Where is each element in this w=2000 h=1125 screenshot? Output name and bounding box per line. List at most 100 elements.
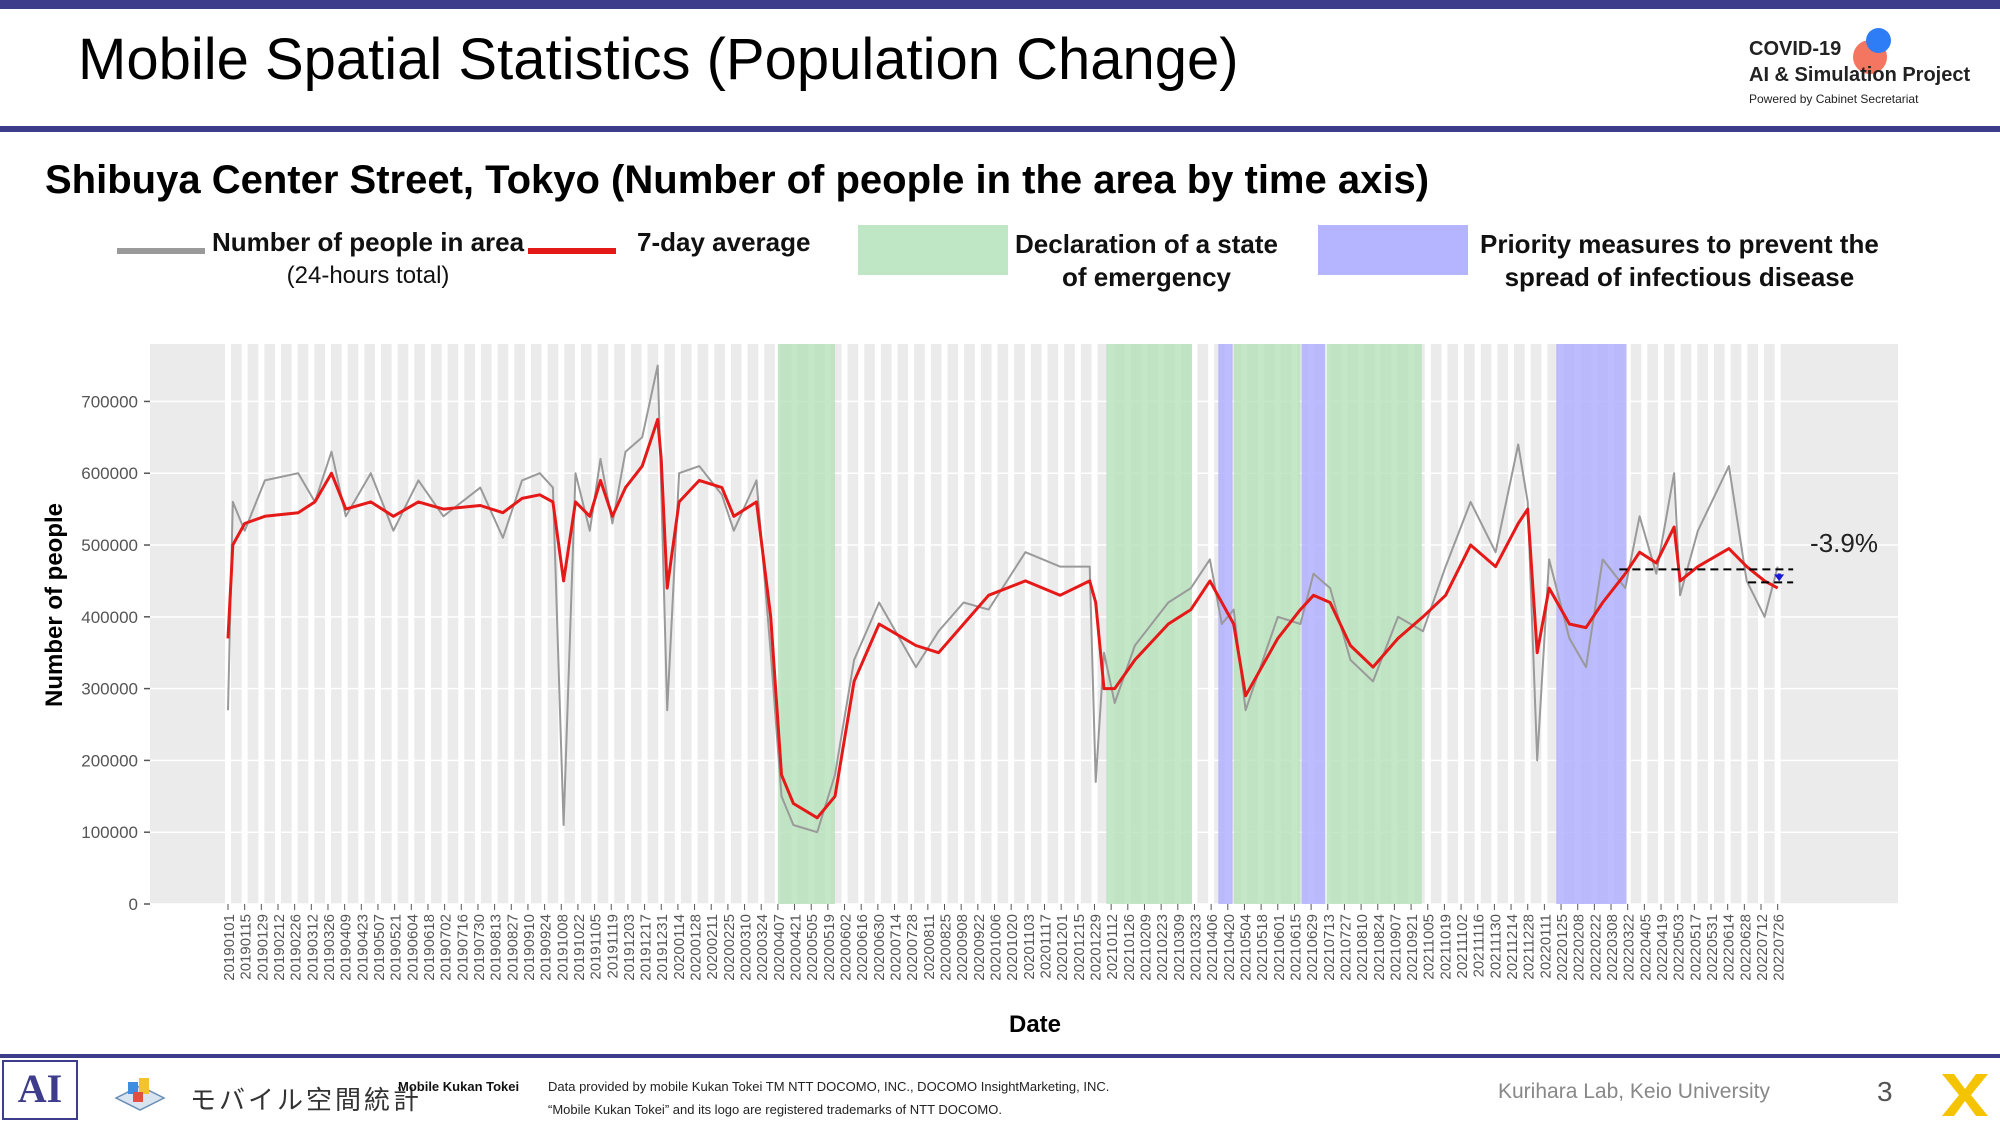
- x-tick-label-58: 20210323: [1187, 914, 1204, 981]
- data-credit-line2: “Mobile Kukan Tokei” and its logo are re…: [548, 1102, 1002, 1117]
- x-tick-label-92: 20220712: [1754, 914, 1771, 981]
- x-tick-label-28: 20200128: [688, 914, 705, 981]
- x-tick-label-77: 20211214: [1504, 914, 1521, 980]
- x-tick-label-45: 20200922: [971, 914, 988, 981]
- x-tick-label-44: 20200908: [954, 914, 971, 981]
- x-tick-label-88: 20220517: [1687, 914, 1704, 981]
- x-tick-label-43: 20200825: [938, 914, 955, 981]
- series-lines: [226, 364, 1779, 834]
- logo-line1: COVID-19: [1749, 38, 1842, 60]
- covid-project-logo: COVID-19 AI & Simulation Project Powered…: [1745, 28, 1985, 112]
- x-tick-label-85: 20220405: [1637, 914, 1654, 981]
- x-tick-label-72: 20211005: [1421, 914, 1438, 980]
- x-tick-label-61: 20210504: [1237, 914, 1254, 981]
- legend-priority-swatch: [1318, 225, 1468, 275]
- x-tick-label-9: 20190507: [371, 914, 388, 981]
- x-tick-label-13: 20190702: [438, 914, 455, 981]
- x-tick-label-76: 20211130: [1487, 914, 1504, 979]
- x-tick-label-4: 20190226: [288, 914, 305, 981]
- x-tick-label-3: 20190212: [271, 914, 288, 981]
- x-tick-label-65: 20210629: [1304, 914, 1321, 981]
- x-tick-label-60: 20210420: [1221, 914, 1238, 981]
- comparison-arrowhead: [1774, 574, 1785, 582]
- x-tick-label-34: 20200421: [788, 914, 805, 981]
- x-tick-label-73: 20211019: [1437, 914, 1454, 980]
- x-tick-label-48: 20201103: [1021, 914, 1038, 980]
- x-tick-label-80: 20220125: [1554, 914, 1571, 981]
- series-line-1: [227, 364, 1779, 834]
- x-tick-label-82: 20220222: [1587, 914, 1604, 981]
- series-line-0: [226, 417, 1779, 820]
- x-tick-label-81: 20220208: [1571, 914, 1588, 981]
- priority-band-0: [1218, 344, 1233, 904]
- legend-avg-label: 7-day average: [637, 227, 811, 257]
- x-tick-label-75: 20211116: [1471, 914, 1488, 977]
- x-tick-label-62: 20210518: [1254, 914, 1271, 981]
- x-tick-label-37: 20200602: [838, 914, 855, 981]
- x-tick-label-46: 20201006: [988, 914, 1005, 981]
- x-tick-label-30: 20200225: [721, 914, 738, 981]
- x-tick-label-54: 20210126: [1121, 914, 1138, 981]
- x-tick-label-11: 20190604: [404, 914, 421, 981]
- x-tick-label-39: 20200630: [871, 914, 888, 981]
- legend-raw-swatch: [117, 248, 205, 254]
- x-tick-label-18: 20190910: [521, 914, 538, 981]
- x-axis-label: Date: [1009, 1011, 1061, 1038]
- y-tick-label-0: 0: [129, 895, 138, 914]
- x-tick-label-71: 20210921: [1404, 914, 1421, 981]
- x-tick-label-7: 20190409: [338, 914, 355, 981]
- y-tick-label-3: 300000: [81, 680, 138, 699]
- x-tick-label-16: 20190813: [488, 914, 505, 981]
- y-axis-label: Number of people: [41, 503, 68, 707]
- y-tick-label-6: 600000: [81, 464, 138, 483]
- emergency-band-3: [1326, 344, 1422, 904]
- x-tick-label-56: 20210223: [1154, 914, 1171, 981]
- legend-priority-label: Priority measures to prevent the spread …: [1480, 228, 1879, 294]
- x-tick-label-27: 20200114: [671, 914, 688, 980]
- x-tick-label-26: 20191231: [654, 914, 671, 981]
- legend-emergency-line1: Declaration of a state: [1015, 229, 1278, 259]
- priority-band-1: [1301, 344, 1326, 904]
- x-tick-label-1: 20190115: [238, 914, 255, 980]
- priority-band-2: [1556, 344, 1627, 904]
- x-tick-label-38: 20200616: [854, 914, 871, 981]
- x-tick-label-29: 20200211: [704, 914, 721, 980]
- x-tick-label-2: 20190129: [254, 914, 271, 981]
- x-tick-label-24: 20191203: [621, 914, 638, 981]
- x-tick-label-87: 20220503: [1671, 914, 1688, 981]
- logo-blue-dot: [1866, 28, 1891, 53]
- emergency-band-1: [1106, 344, 1193, 904]
- x-tick-label-17: 20190827: [504, 914, 521, 981]
- y-axis-ticks: 0 100000 200000 300000 400000 500000 600000 700…: [81, 392, 150, 914]
- x-tick-label-86: 20220419: [1654, 914, 1671, 981]
- x-tick-label-31: 20200310: [738, 914, 755, 981]
- x-tick-label-20: 20191008: [554, 914, 571, 981]
- legend-priority-line2: spread of infectious disease: [1504, 262, 1855, 292]
- x-tick-label-32: 20200324: [754, 914, 771, 981]
- x-tick-label-70: 20210907: [1387, 914, 1404, 981]
- x-tick-label-6: 20190326: [321, 914, 338, 981]
- slide-title: Mobile Spatial Statistics (Population Ch…: [78, 27, 1239, 92]
- x-axis-ticks: 20190101 20190115 20190129 20190212 20190226…: [221, 904, 1788, 981]
- x-tick-label-15: 20190730: [471, 914, 488, 981]
- legend-emergency-line2: of emergency: [1061, 262, 1232, 292]
- x-tick-label-64: 20210615: [1287, 914, 1304, 981]
- x-tick-label-40: 20200714: [888, 914, 905, 981]
- x-tick-label-35: 20200505: [804, 914, 821, 981]
- x-logo-icon: [1942, 1074, 1988, 1116]
- x-tick-label-67: 20210727: [1337, 914, 1354, 981]
- emergency-band-0: [777, 344, 836, 904]
- y-tick-label-4: 400000: [81, 608, 138, 627]
- lab-credit: Kurihara Lab, Keio University: [1498, 1080, 1770, 1103]
- x-tick-label-10: 20190521: [388, 914, 405, 981]
- legend-raw-title: Number of people in area: [212, 227, 525, 257]
- x-tick-label-66: 20210713: [1321, 914, 1338, 981]
- x-tick-label-25: 20191217: [638, 914, 655, 981]
- y-tick-label-2: 200000: [81, 751, 138, 770]
- comparison-annotation: -3.9%: [1619, 528, 1878, 584]
- x-tick-label-22: 20191105: [588, 914, 605, 980]
- population-chart: -3.9% 0 100000 200000 300000 400000 500000 600…: [41, 344, 1898, 1038]
- x-tick-label-47: 20201020: [1004, 914, 1021, 981]
- x-tick-label-50: 20201201: [1054, 914, 1071, 981]
- x-tick-label-51: 20201215: [1071, 914, 1088, 981]
